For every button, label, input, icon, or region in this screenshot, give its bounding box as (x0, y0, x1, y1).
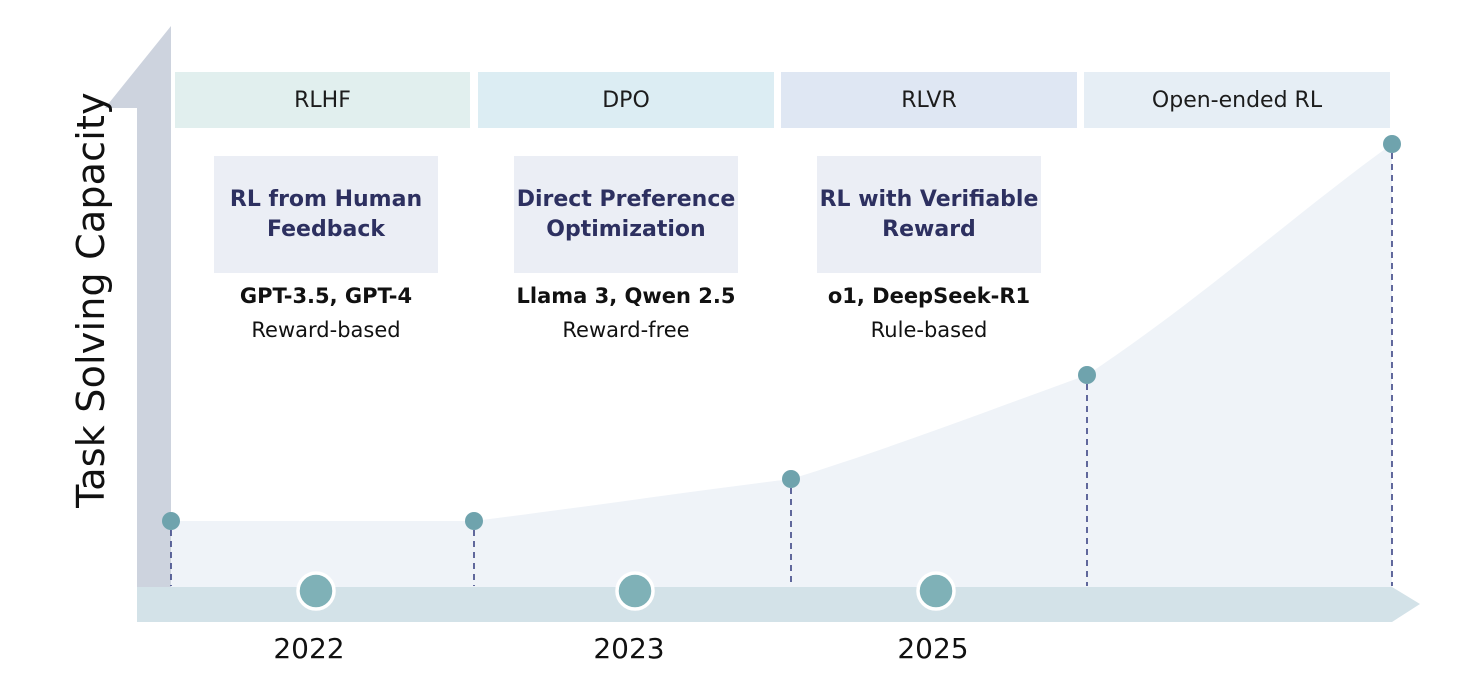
era-models-rlhf: GPT-3.5, GPT-4 (239, 284, 413, 308)
milestone-dashes (170, 153, 1393, 586)
year-label-2025: 2025 (897, 632, 969, 665)
era-box-line: RL from Human (229, 186, 423, 212)
era-type-rlhf: Reward-based (251, 318, 401, 342)
milestone-point (465, 512, 483, 530)
milestone-point (782, 470, 800, 488)
era-header-dpo: DPO (478, 72, 774, 128)
era-models-rlvr: o1, DeepSeek-R1 (827, 284, 1031, 308)
era-box-line: Optimization (546, 216, 706, 242)
era-header-rlhf: RLHF (175, 72, 470, 128)
milestone-point (1078, 366, 1096, 384)
year-marker (916, 571, 956, 611)
era-type-dpo: Reward-free (562, 318, 690, 342)
era-header-rlvr: RLVR (781, 72, 1077, 128)
year-label-2022: 2022 (273, 632, 345, 665)
era-header-open-ended-rl: Open-ended RL (1084, 72, 1390, 128)
era-type-rlvr: Rule-based (870, 318, 988, 342)
era-box-line: RL with Verifiable (819, 186, 1039, 212)
era-box-dpo: Direct Preference Optimization (514, 156, 738, 273)
year-marker (296, 571, 336, 611)
y-axis-arrow (105, 26, 171, 622)
milestone-point (162, 512, 180, 530)
era-box-rlhf: RL from Human Feedback (214, 156, 438, 273)
era-models-dpo: Llama 3, Qwen 2.5 (516, 284, 736, 308)
year-marker (615, 571, 655, 611)
timeline-arrow (137, 587, 1420, 622)
era-box-rlvr: RL with Verifiable Reward (817, 156, 1041, 273)
y-axis-label: Task Solving Capacity (69, 92, 113, 508)
milestone-point (1383, 135, 1401, 153)
year-markers (296, 571, 956, 611)
milestone-points (162, 135, 1401, 530)
era-box-line: Direct Preference (516, 186, 736, 212)
year-label-2023: 2023 (593, 632, 665, 665)
era-box-line: Reward (882, 216, 976, 242)
era-box-line: Feedback (267, 216, 385, 242)
